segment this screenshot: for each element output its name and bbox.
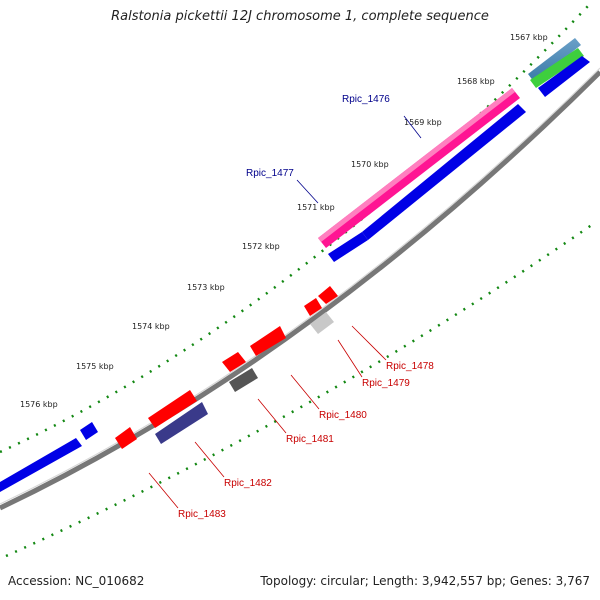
- gene-Rpic_1479[interactable]: [304, 298, 322, 316]
- label-Rpic_1483: Rpic_1483: [178, 509, 226, 520]
- scale-label-1570: 1570 kbp: [351, 160, 389, 169]
- scale-label-1573: 1573 kbp: [187, 283, 225, 292]
- accession-label: Accession: NC_010682: [8, 574, 145, 588]
- scale-label-1569: 1569 kbp: [404, 118, 442, 127]
- gene-Rpic_1482[interactable]: [148, 390, 197, 428]
- reverse-genes: [115, 286, 338, 449]
- scale-label-1571: 1571 kbp: [297, 203, 335, 212]
- outer-tick-ring: [0, 5, 589, 454]
- gene-arrow[interactable]: [528, 38, 581, 82]
- gene-arrow[interactable]: [80, 422, 98, 440]
- sequence-backbone-highlight: [0, 67, 600, 505]
- scale-label-1568: 1568 kbp: [457, 77, 495, 86]
- scale-label-1572: 1572 kbp: [242, 242, 280, 251]
- forward-genes: [0, 38, 590, 492]
- sequence-summary: Topology: circular; Length: 3,942,557 bp…: [260, 574, 590, 588]
- gene-Rpic_1480[interactable]: [250, 326, 286, 356]
- gene-Rpic_1476[interactable]: [318, 88, 520, 248]
- label-Rpic_1481: Rpic_1481: [286, 434, 334, 445]
- gene-Rpic_1483[interactable]: [115, 427, 137, 449]
- sequence-backbone: [0, 70, 600, 511]
- map-title: Ralstonia pickettii 12J chromosome 1, co…: [111, 9, 489, 24]
- label-Rpic_1476: Rpic_1476: [342, 94, 390, 105]
- scale-label-1575: 1575 kbp: [76, 362, 114, 371]
- scale-label-1576: 1576 kbp: [20, 400, 58, 409]
- gene-arrow[interactable]: [538, 56, 590, 97]
- scale-label-1567: 1567 kbp: [510, 33, 548, 42]
- label-Rpic_1482: Rpic_1482: [224, 478, 272, 489]
- scale-labels: 1567 kbp 1568 kbp 1569 kbp 1570 kbp 1571…: [20, 33, 548, 409]
- label-Rpic_1480: Rpic_1480: [319, 410, 367, 421]
- gene-Rpic_1478[interactable]: [318, 286, 338, 304]
- inner-tick-ring: [5, 220, 597, 558]
- scale-label-1574: 1574 kbp: [132, 322, 170, 331]
- gene-labels: Rpic_1476 Rpic_1477 Rpic_1478 Rpic_1479 …: [178, 94, 434, 520]
- gene-Rpic_1476-shade: [318, 88, 515, 242]
- label-Rpic_1477: Rpic_1477: [246, 168, 294, 179]
- gene-Rpic_1481[interactable]: [229, 368, 258, 392]
- gene-Rpic_1477[interactable]: [328, 232, 368, 262]
- leader-lines: [148, 115, 422, 509]
- gene-arrow[interactable]: [530, 48, 584, 88]
- gene-arrow[interactable]: [362, 104, 526, 240]
- gene-arrow-purple[interactable]: [155, 402, 208, 444]
- label-Rpic_1478: Rpic_1478: [386, 361, 434, 372]
- gene-arrow[interactable]: [0, 438, 82, 492]
- gene-arrow-grey[interactable]: [310, 312, 334, 334]
- gene-arrow[interactable]: [222, 352, 246, 372]
- label-Rpic_1479: Rpic_1479: [362, 378, 410, 389]
